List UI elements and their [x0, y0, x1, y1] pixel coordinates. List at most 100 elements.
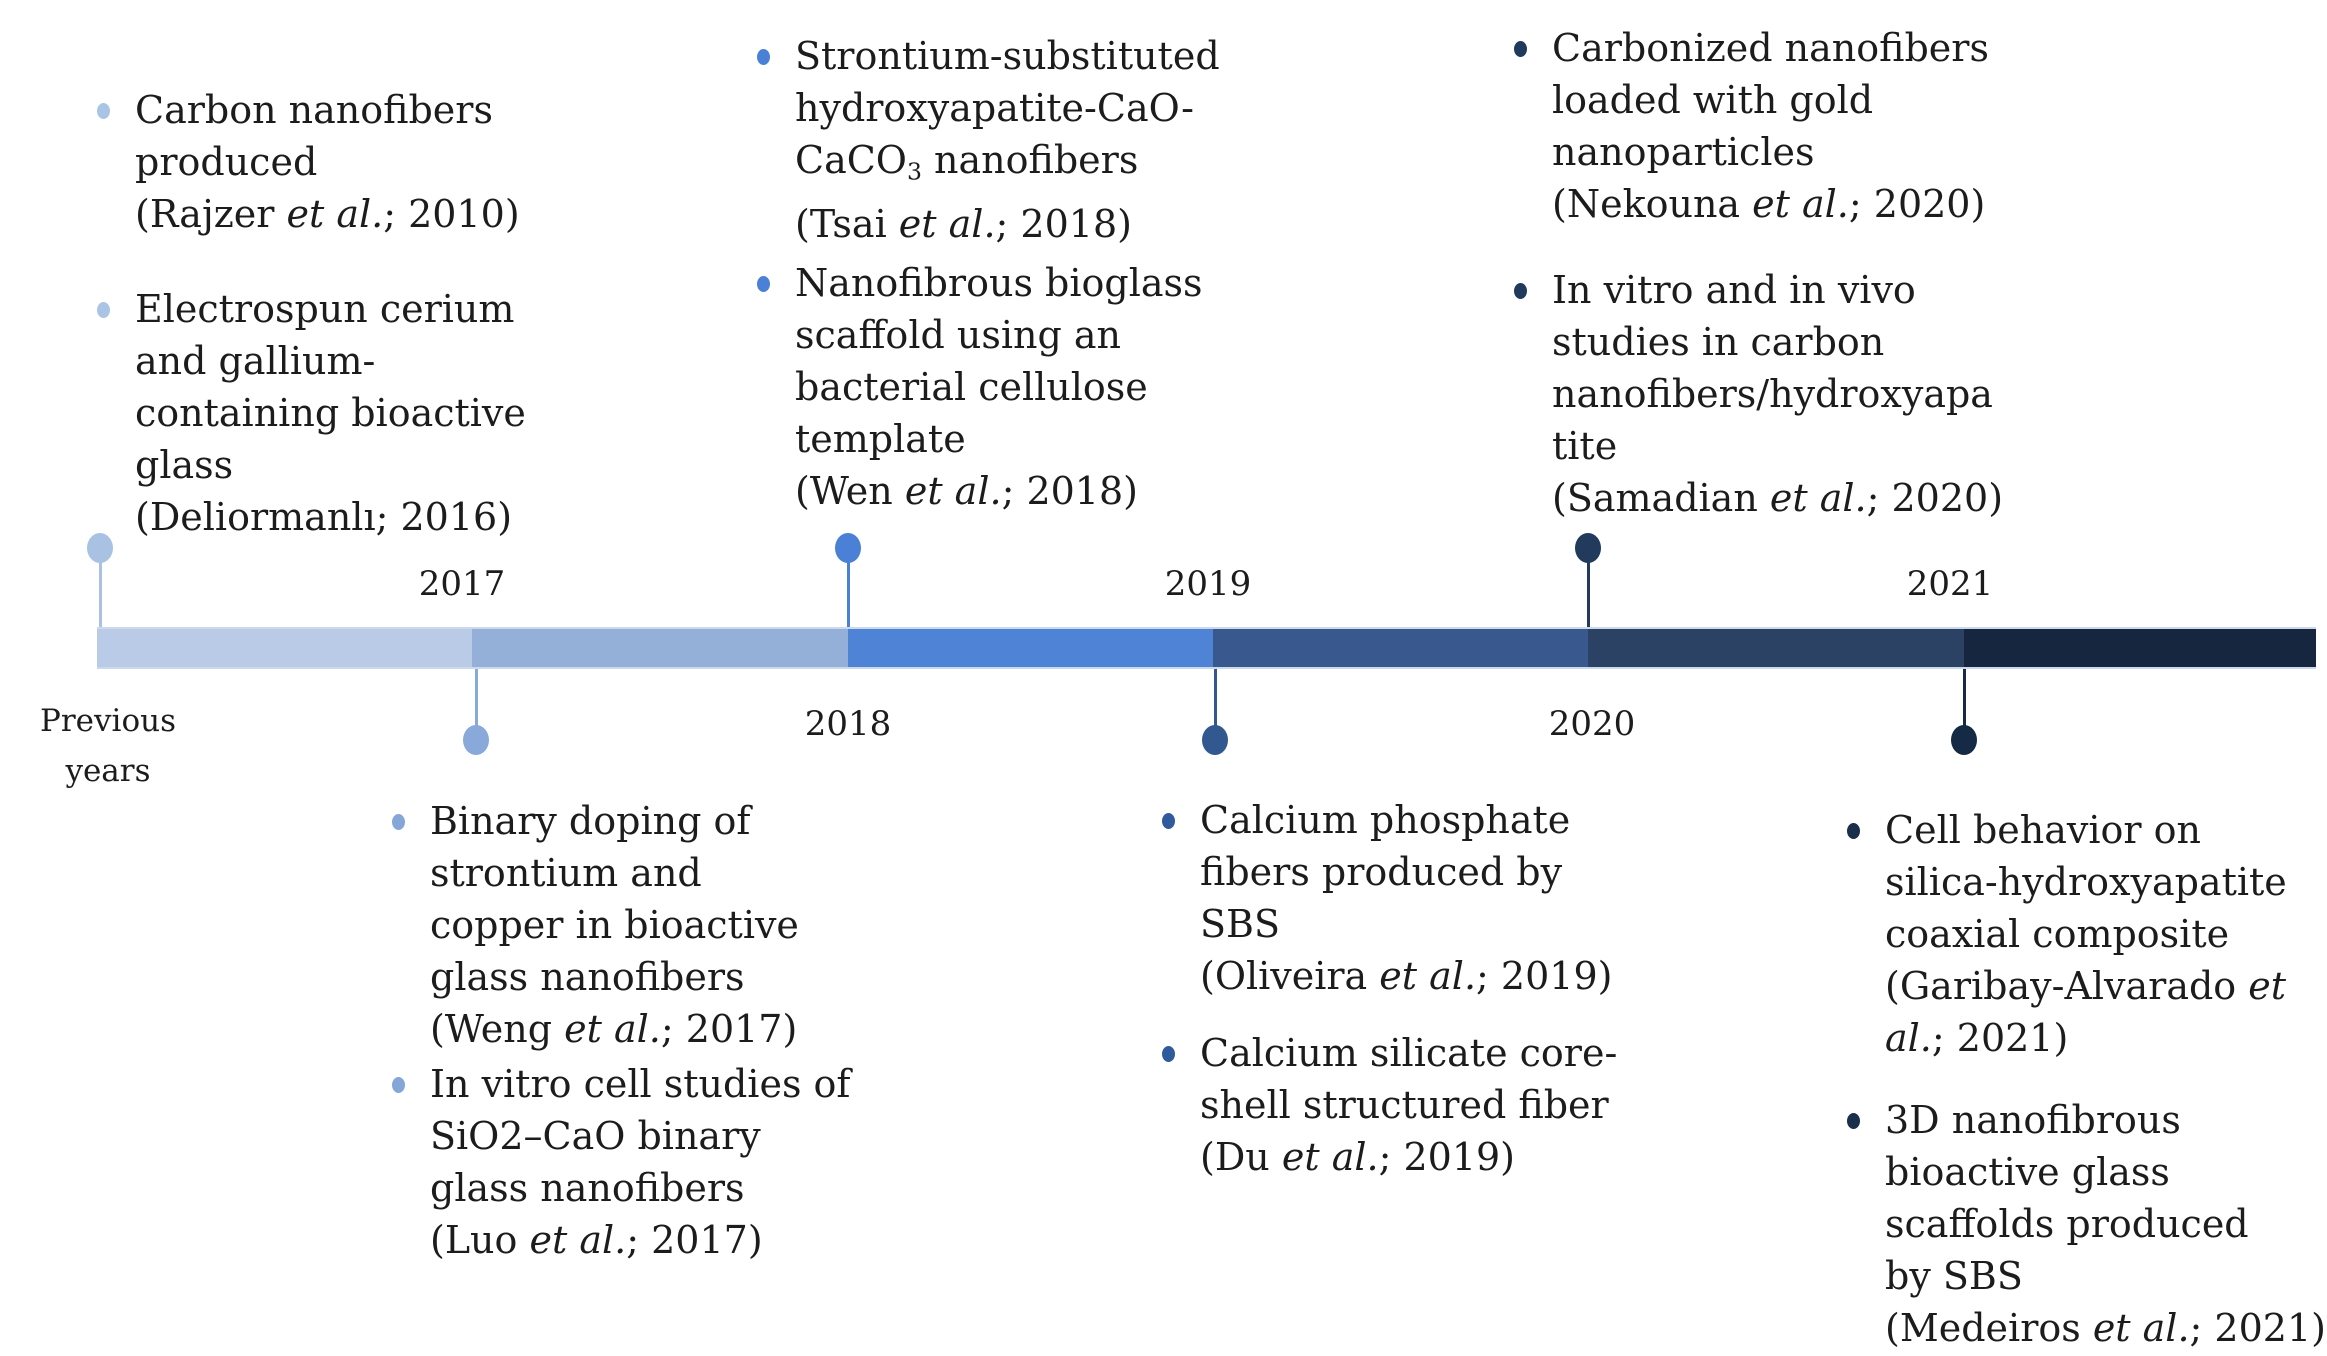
text-run: Nanofibrous bioglass: [795, 261, 1203, 305]
text-run: containing bioactive: [135, 391, 526, 435]
text-run: nanofibers: [921, 138, 1139, 182]
text-run: In vitro and in vivo: [1552, 268, 1916, 312]
event-text-line: silica-hydroxyapatite: [1885, 856, 2287, 908]
text-run: ; 2010): [383, 192, 520, 236]
event-text-line: (Nekouna et al.; 2020): [1552, 178, 1989, 230]
bullet-icon: [1847, 1113, 1860, 1129]
text-run: (Weng: [430, 1007, 565, 1051]
text-run: fibers produced by: [1200, 850, 1563, 894]
text-run: silica-hydroxyapatite: [1885, 860, 2287, 904]
event-text-line: Electrospun cerium: [135, 283, 526, 335]
event-text-line: Cell behavior on: [1885, 804, 2287, 856]
text-run: Calcium silicate core-: [1200, 1031, 1618, 1075]
event-item: Cell behavior on silica-hydroxyapatite coa…: [1847, 804, 2287, 1064]
event-text-line: In vitro cell studies of: [430, 1058, 850, 1110]
event-text-line: glass: [135, 439, 526, 491]
text-run: (Rajzer: [135, 192, 287, 236]
text-run: (Wen: [795, 469, 905, 513]
event-text-line: CaCO3 nanofibers: [795, 134, 1220, 198]
text-run: (Du: [1200, 1135, 1282, 1179]
text-run: (Deliormanlı; 2016): [135, 495, 513, 539]
text-run: et al.: [1752, 182, 1849, 226]
timeline-segment-2021: [1964, 629, 2316, 667]
event-text-line: by SBS: [1885, 1250, 2326, 1302]
year-label-line: years: [65, 753, 151, 789]
year-label-line: 2021: [1906, 564, 1994, 604]
event-text-line: containing bioactive: [135, 387, 526, 439]
text-run: Calcium phosphate: [1200, 798, 1571, 842]
text-run: et al.: [564, 1007, 661, 1051]
event-item: Nanofibrous bioglass scaffold using an bac…: [757, 257, 1203, 517]
text-run: al.: [1885, 1016, 1932, 1060]
event-item: 3D nanofibrous bioactive glass scaffolds p…: [1847, 1094, 2326, 1354]
text-run: (Oliveira: [1200, 954, 1380, 998]
marker-stem-2018: [847, 548, 850, 627]
text-run: produced: [135, 140, 318, 184]
event-text-line: (Garibay-Alvarado et: [1885, 960, 2287, 1012]
year-dot-previous-years: [87, 533, 113, 563]
text-run: by SBS: [1885, 1254, 2023, 1298]
bullet-icon: [1514, 41, 1527, 57]
event-text-line: strontium and: [430, 847, 799, 899]
event-text-line: bioactive glass: [1885, 1146, 2326, 1198]
text-run: scaffolds produced: [1885, 1202, 2249, 1246]
event-text-line: SBS: [1200, 898, 1612, 950]
marker-stem-previous-years: [99, 548, 102, 627]
text-run: 3D nanofibrous: [1885, 1098, 2181, 1142]
text-run: template: [795, 417, 966, 461]
bullet-icon: [97, 302, 110, 318]
text-run: shell structured fiber: [1200, 1083, 1609, 1127]
event-text-line: coaxial composite: [1885, 908, 2287, 960]
event-text-line: (Samadian et al.; 2020): [1552, 472, 2003, 524]
event-text-line: SiO2–CaO binary: [430, 1110, 850, 1162]
text-run: SiO2–CaO binary: [430, 1114, 761, 1158]
timeline-segment-2018: [848, 629, 1213, 667]
year-dot-2017: [463, 725, 489, 755]
text-run: et al.: [898, 201, 996, 246]
text-run: ; 2020): [1848, 182, 1986, 226]
event-text-line: al.; 2021): [1885, 1012, 2287, 1064]
timeline-segment-2017: [472, 629, 848, 667]
event-text-line: Carbon nanofibers: [135, 84, 520, 136]
text-run: and gallium-: [135, 339, 376, 383]
text-run: Binary doping of: [430, 799, 751, 843]
text-run: ; 2020): [1866, 476, 2004, 520]
text-run: Strontium-substituted: [795, 34, 1220, 78]
event-text-line: scaffold using an: [795, 309, 1203, 361]
timeline-bar: [97, 627, 2316, 669]
event-text-line: glass nanofibers: [430, 1162, 850, 1214]
bullet-icon: [1162, 1046, 1175, 1062]
text-run: (Nekouna: [1552, 182, 1753, 226]
text-run: Electrospun cerium: [135, 287, 515, 331]
event-text-line: Carbonized nanofibers: [1552, 22, 1989, 74]
text-run: 3: [906, 157, 922, 186]
marker-stem-2017: [475, 669, 478, 740]
bullet-icon: [1514, 283, 1527, 299]
text-run: et al.: [1769, 476, 1867, 520]
text-run: bioactive glass: [1885, 1150, 2170, 1194]
year-label-2019: 2019: [1165, 562, 1252, 606]
text-run: ; 2017): [660, 1007, 798, 1051]
text-run: strontium and: [430, 851, 702, 895]
text-run: nanofibers/hydroxyapa: [1552, 372, 1993, 416]
year-dot-2018: [835, 533, 861, 563]
event-text-line: Calcium silicate core-: [1200, 1027, 1617, 1079]
event-text-line: shell structured fiber: [1200, 1079, 1617, 1131]
year-dot-2021: [1951, 725, 1977, 755]
text-run: coaxial composite: [1885, 912, 2230, 956]
text-run: et: [2248, 964, 2287, 1008]
year-label-line: 2017: [418, 564, 506, 604]
event-text-line: scaffolds produced: [1885, 1198, 2326, 1250]
text-run: (Medeiros: [1885, 1306, 2093, 1350]
year-dot-2019: [1202, 725, 1228, 755]
text-run: ; 2018): [1001, 469, 1138, 513]
bullet-icon: [97, 103, 110, 119]
text-run: SBS: [1200, 902, 1280, 946]
text-run: ; 2019): [1378, 1135, 1516, 1179]
text-run: ; 2021): [1931, 1016, 2069, 1060]
timeline-segment-2019: [1213, 629, 1588, 667]
event-text-line: (Rajzer et al.; 2010): [135, 188, 520, 240]
text-run: CaCO: [795, 138, 907, 182]
event-item: Carbon nanofibers produced (Rajzer et al.;…: [97, 84, 520, 240]
text-run: et al.: [529, 1218, 627, 1262]
